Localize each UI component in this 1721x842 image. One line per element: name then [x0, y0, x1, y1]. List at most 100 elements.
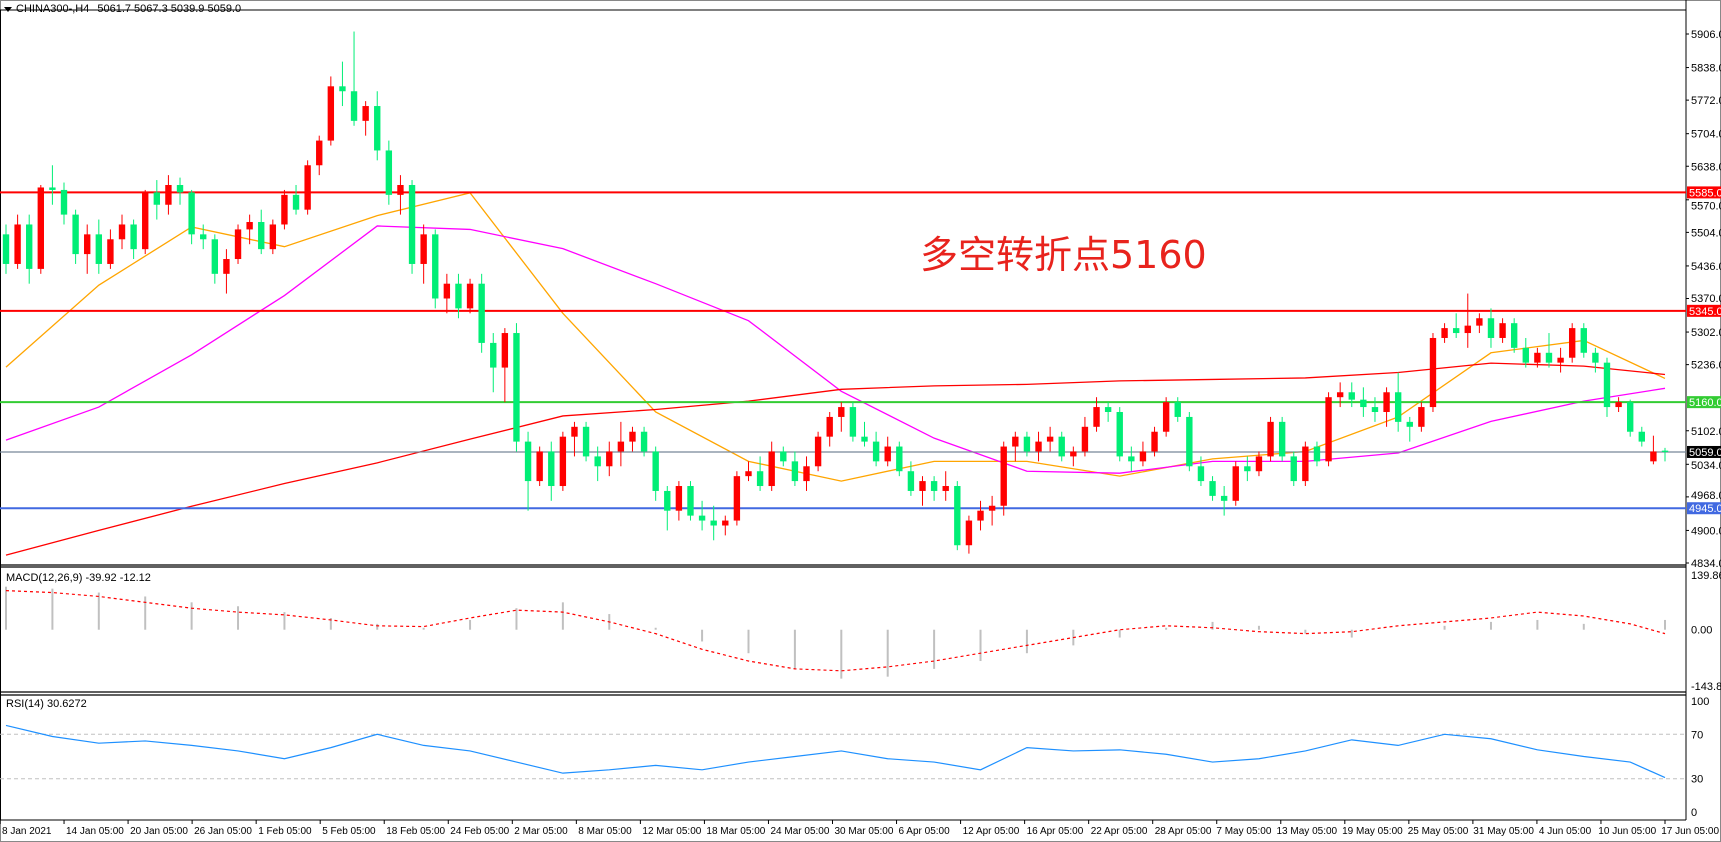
candle: [687, 481, 694, 521]
candle-body: [710, 520, 717, 526]
candle-body: [339, 86, 346, 92]
candle-body: [281, 194, 288, 225]
candle: [234, 224, 242, 264]
candle-body: [1139, 451, 1147, 462]
candle-body: [1070, 451, 1077, 457]
candle-body: [153, 192, 161, 205]
candle: [536, 446, 543, 487]
candle-body: [756, 471, 764, 487]
candle-body: [95, 234, 103, 264]
candle: [223, 249, 230, 294]
candle: [1557, 347, 1564, 373]
time-axis-label: 1 Feb 05:00: [258, 826, 312, 837]
macd-axis-label: 139.86: [1691, 570, 1721, 582]
macd-axis-label: 0.00: [1691, 625, 1712, 637]
level-tag-5345: [1687, 304, 1721, 317]
price-axis-label: 5838.0: [1691, 63, 1721, 75]
candle: [861, 421, 868, 447]
candle: [1545, 333, 1553, 368]
candle: [246, 214, 253, 245]
candle-body: [234, 229, 242, 260]
candle: [965, 515, 973, 554]
candle: [84, 224, 91, 274]
candle-body: [1081, 426, 1089, 452]
candle-body: [849, 407, 857, 437]
candle: [1580, 323, 1587, 358]
candle: [1418, 402, 1425, 432]
candle-body: [536, 451, 543, 482]
candle-body: [1452, 328, 1460, 334]
candle-body: [1220, 495, 1228, 501]
candle-body: [977, 510, 984, 521]
level-tag-5059: [1687, 445, 1721, 458]
candle: [281, 189, 288, 230]
price-axis-label: 5772.0: [1691, 95, 1721, 107]
candle: [617, 421, 625, 467]
candle: [1046, 426, 1054, 452]
rsi-axis-label: 70: [1691, 729, 1703, 741]
macd-signal-line: [5, 589, 1666, 672]
candle: [1232, 461, 1239, 506]
candle-body: [664, 490, 671, 511]
candle-body: [884, 446, 891, 462]
candle-body: [733, 476, 741, 521]
time-axis-label: 25 May 05:00: [1408, 826, 1469, 837]
ma-slow-line: [5, 362, 1666, 556]
candle-body: [1464, 325, 1471, 334]
candle-body: [1394, 392, 1402, 422]
level-tag-label: 4945.0: [1689, 503, 1721, 515]
candle: [559, 431, 567, 491]
candle-body: [1186, 416, 1193, 467]
candle: [1325, 392, 1332, 467]
candle-body: [698, 515, 706, 521]
candle-body: [1348, 392, 1355, 400]
candle-body: [142, 192, 149, 250]
candle: [107, 229, 114, 269]
time-axis-label: 13 May 05:00: [1277, 826, 1338, 837]
candle-body: [606, 451, 613, 467]
time-axis-label: 24 Feb 05:00: [450, 826, 509, 837]
candle: [745, 461, 752, 482]
dropdown-triangle-icon[interactable]: [4, 6, 12, 12]
candle-body: [490, 342, 497, 368]
ohlc-readout: 5061.7 5067.3 5039.9 5059.0: [97, 3, 242, 15]
candle-body: [466, 283, 474, 309]
candle: [95, 219, 103, 274]
candle: [838, 402, 845, 432]
candle: [1093, 397, 1100, 432]
level-tag-label: 5160.0: [1689, 397, 1721, 409]
candle-body: [838, 407, 845, 417]
level-tag-label: 5059.0: [1689, 447, 1721, 459]
candle: [1278, 416, 1286, 462]
candle: [872, 431, 880, 467]
candle: [930, 476, 938, 501]
candle-body: [84, 234, 91, 255]
candle-body: [594, 456, 601, 467]
candle-body: [316, 140, 323, 166]
candle: [548, 441, 555, 501]
candle-body: [1627, 402, 1634, 432]
candle: [466, 278, 474, 314]
candle-body: [1360, 399, 1367, 408]
rsi-line: [5, 724, 1666, 779]
candle-body: [582, 426, 590, 457]
candle: [1429, 333, 1437, 412]
candle-body: [1290, 456, 1297, 482]
time-axis-label: 10 Jun 05:00: [1598, 826, 1656, 837]
candle: [1441, 323, 1448, 343]
candle-body: [1429, 337, 1437, 408]
candle: [814, 431, 822, 472]
macd-label: MACD(12,26,9) -39.92 -12.12: [6, 572, 151, 584]
candle: [768, 441, 775, 491]
candle: [791, 451, 799, 487]
candle-body: [687, 486, 694, 516]
candle: [524, 431, 532, 511]
candle: [1174, 397, 1181, 422]
candle: [1151, 426, 1158, 457]
candle-body: [791, 461, 799, 482]
candle-body: [1104, 407, 1112, 412]
candle-body: [803, 466, 810, 482]
candle: [362, 101, 369, 136]
candle-body: [1116, 411, 1123, 457]
